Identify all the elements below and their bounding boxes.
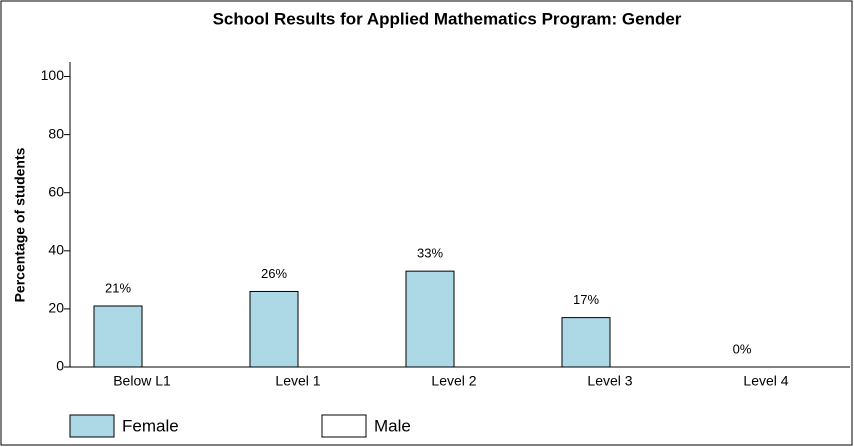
chart-title: School Results for Applied Mathematics P… xyxy=(213,9,682,28)
data-label: 21% xyxy=(105,280,131,295)
y-tick-label: 60 xyxy=(48,183,64,199)
bar xyxy=(93,305,143,368)
x-tick-label: Level 1 xyxy=(275,373,320,389)
y-tick-label: 0 xyxy=(56,358,64,374)
y-tick-label: 100 xyxy=(41,67,65,83)
legend-swatch xyxy=(321,414,367,438)
data-label: 0% xyxy=(733,341,752,356)
data-label: 26% xyxy=(261,266,287,281)
legend-label: Female xyxy=(122,416,179,435)
x-tick-label: Level 4 xyxy=(743,373,788,389)
x-tick-label: Level 2 xyxy=(431,373,476,389)
y-tick-label: 20 xyxy=(48,300,64,316)
data-label: 33% xyxy=(417,246,443,261)
x-tick-label: Below L1 xyxy=(113,373,171,389)
y-tick-label: 40 xyxy=(48,242,64,258)
x-tick-label: Level 3 xyxy=(587,373,632,389)
bar xyxy=(249,290,299,368)
y-axis-label: Percentage of students xyxy=(12,147,28,302)
bar xyxy=(561,317,611,368)
legend-label: Male xyxy=(374,416,411,435)
y-tick-label: 80 xyxy=(48,125,64,141)
data-label: 17% xyxy=(573,292,599,307)
bar xyxy=(405,270,455,368)
legend-swatch xyxy=(69,414,115,438)
